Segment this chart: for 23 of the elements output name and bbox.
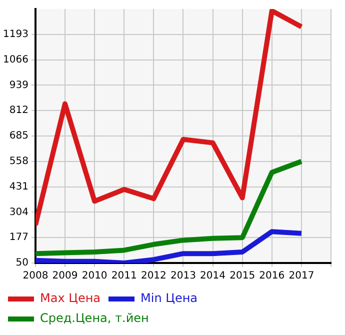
y-tick-label: 431 xyxy=(9,181,28,192)
x-tick-label: 2015 xyxy=(230,270,256,282)
y-tick-label: 685 xyxy=(9,130,28,142)
x-tick-label: 2010 xyxy=(82,270,108,282)
x-tick-label: 2012 xyxy=(140,270,166,282)
y-tick-label: 177 xyxy=(9,232,28,244)
y-tick-label: 304 xyxy=(9,206,28,218)
x-tick-label: 2014 xyxy=(200,270,226,282)
y-tick-label: 558 xyxy=(9,156,28,167)
legend-label: Сред.Цена, т.йен xyxy=(40,311,149,326)
y-tick-label: 812 xyxy=(9,105,28,116)
y-tick-label: 939 xyxy=(9,80,28,91)
x-tick-label: 2013 xyxy=(170,270,196,282)
legend-label: Min Цена xyxy=(140,291,198,306)
y-tick-label: 1066 xyxy=(2,54,28,66)
x-tick-label: 2016 xyxy=(259,270,285,282)
x-tick-label: 2009 xyxy=(52,270,78,282)
x-tick-label: 2008 xyxy=(22,270,48,282)
y-tick-label: 50 xyxy=(16,258,28,269)
x-tick-label: 2011 xyxy=(111,270,137,282)
x-tick-label: 2017 xyxy=(288,270,314,282)
y-tick-label: 1193 xyxy=(2,28,28,40)
legend-label: Max Цена xyxy=(40,291,101,306)
